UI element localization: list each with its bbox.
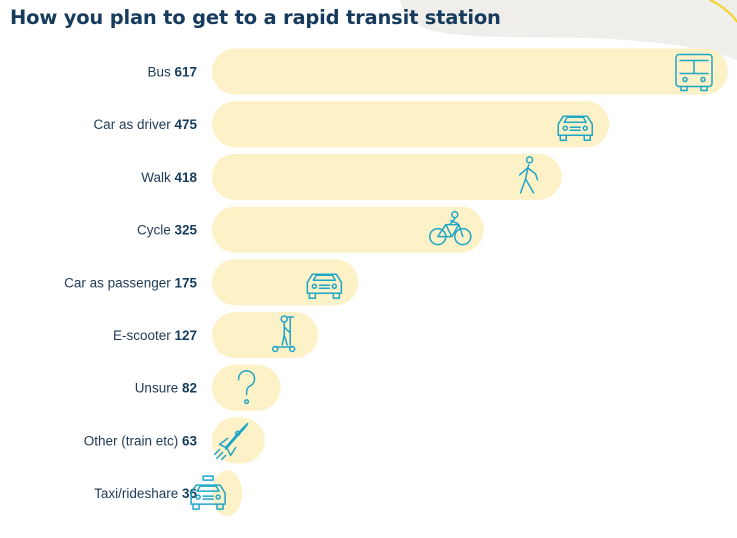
question-mark-icon [237,370,256,405]
bar [212,206,484,253]
category-label: Other (train etc) [84,433,182,448]
value-label: 325 [174,223,197,238]
bar [212,312,319,358]
bar-label: Car as driver 475 [93,117,197,132]
value-label: 418 [174,170,197,185]
bar [212,101,610,148]
bar-label: E-scooter 127 [113,328,197,343]
value-label: 36 [182,486,198,501]
value-label: 82 [182,381,197,396]
category-label: Walk [141,170,174,185]
bar-label: Bus 617 [147,65,197,80]
bar [212,364,281,411]
car-icon [557,115,593,141]
category-label: Bus [147,65,174,80]
value-label: 475 [174,117,197,132]
category-label: Cycle [137,223,175,238]
category-label: Unsure [135,381,182,396]
category-label: Car as passenger [64,275,174,290]
category-label: Taxi/rideshare [94,486,182,501]
bar-label: Unsure 82 [135,381,197,396]
bar-label: Walk 418 [141,170,197,185]
bar-label: Car as passenger 175 [64,275,197,290]
walking-person-icon [518,156,539,194]
bus-icon [675,53,713,92]
category-label: Car as driver [93,117,174,132]
value-label: 63 [182,433,198,448]
bar [212,153,562,200]
taxi-icon [190,475,226,510]
value-label: 127 [174,328,197,343]
rocket-icon [213,422,249,461]
bar [212,417,265,464]
e-scooter-icon [271,315,296,353]
car-icon [306,273,343,300]
category-label: E-scooter [113,328,175,343]
bar-label: Other (train etc) 63 [84,433,198,448]
bar-label: Taxi/rideshare 36 [94,486,197,501]
bar-label: Cycle 325 [137,223,198,238]
bar [212,48,728,95]
value-label: 617 [174,65,197,80]
bicycle-icon [429,210,472,246]
chart-title: How you plan to get to a rapid transit s… [10,6,501,29]
value-label: 175 [174,275,197,290]
